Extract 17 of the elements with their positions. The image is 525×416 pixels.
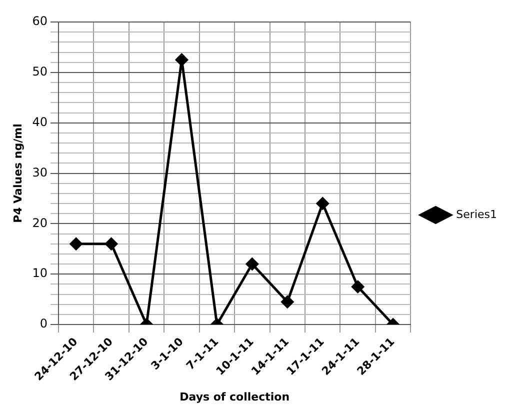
point xyxy=(105,238,118,250)
y-tick-label: 40 xyxy=(32,114,48,129)
point xyxy=(70,238,82,250)
point xyxy=(246,258,258,270)
y-tick-label: 0 xyxy=(40,316,48,331)
y-tick-label: 60 xyxy=(32,14,48,28)
point xyxy=(175,54,188,66)
y-axis-title: P4 Values ng/ml xyxy=(11,124,24,223)
point xyxy=(316,197,329,210)
point xyxy=(281,296,294,308)
point xyxy=(352,280,364,293)
y-tick-label: 50 xyxy=(32,64,48,79)
x-axis-title: Days of collection xyxy=(180,390,290,404)
legend-label: Series1 xyxy=(456,208,497,221)
y-tick-label: 30 xyxy=(32,165,48,180)
y-tick-label: 10 xyxy=(32,266,48,280)
y-tick-label: 20 xyxy=(32,216,48,230)
